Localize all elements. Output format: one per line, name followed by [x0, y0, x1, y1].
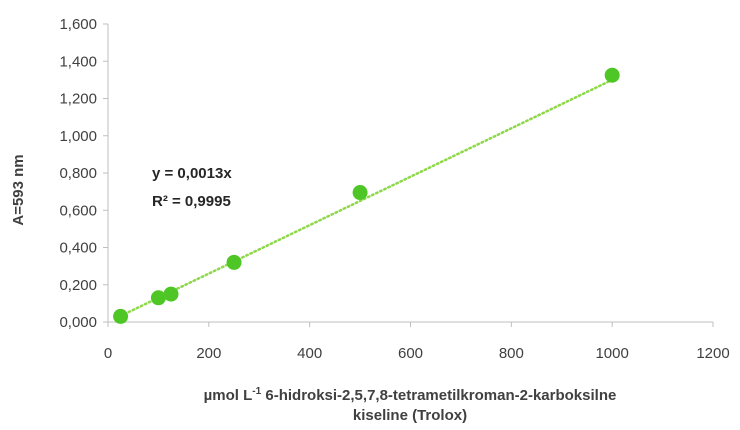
y-tick-label: 0,600 [59, 202, 97, 219]
y-tick-label: 0,400 [59, 240, 97, 257]
r-squared-label: R² = 0,9995 [152, 193, 231, 210]
y-tick-label: 1,000 [59, 128, 97, 145]
x-tick-label: 200 [196, 345, 221, 362]
data-point [226, 254, 242, 270]
y-tick-label: 1,400 [59, 53, 97, 70]
data-point [113, 308, 129, 324]
y-tick-label: 0,200 [59, 277, 97, 294]
x-axis-title-part1: µmol L [203, 387, 253, 404]
axes [103, 23, 714, 327]
x-tick-label: 0 [104, 345, 112, 362]
x-tick-label: 800 [499, 345, 524, 362]
y-tick-label: 1,600 [59, 16, 97, 33]
y-tick-label: 0,000 [59, 314, 97, 331]
x-axis-title-sup: -1 [252, 386, 262, 397]
data-point [352, 185, 368, 201]
y-axis-title: A=593 nm [10, 154, 27, 225]
data-point [604, 67, 620, 83]
data-point [150, 290, 166, 306]
x-axis-title: µmol L-1 6-hidroksi-2,5,7,8-tetrametilkr… [80, 380, 740, 408]
x-tick-labels: 0 200 400 600 800 1000 1200 [104, 345, 730, 362]
trendline-group [119, 78, 614, 318]
data-point [163, 286, 179, 302]
x-tick-label: 600 [398, 345, 423, 362]
x-tick-label: 1200 [696, 345, 729, 362]
y-tick-label: 1,200 [59, 91, 97, 108]
data-points [113, 67, 620, 324]
trendline [119, 78, 614, 318]
x-axis-title-line2: kiseline (Trolox) [352, 407, 468, 424]
x-axis-title-part2: 6-hidroksi-2,5,7,8-tetrametilkroman-2-ka… [261, 387, 617, 404]
y-tick-label: 0,800 [59, 165, 97, 182]
y-tick-labels: 0,000 0,200 0,400 0,600 0,800 1,000 1,200 1,400… [59, 16, 97, 331]
x-tick-label: 400 [297, 345, 322, 362]
x-tick-label: 1000 [595, 345, 628, 362]
trend-equation: y = 0,0013x [152, 165, 232, 182]
